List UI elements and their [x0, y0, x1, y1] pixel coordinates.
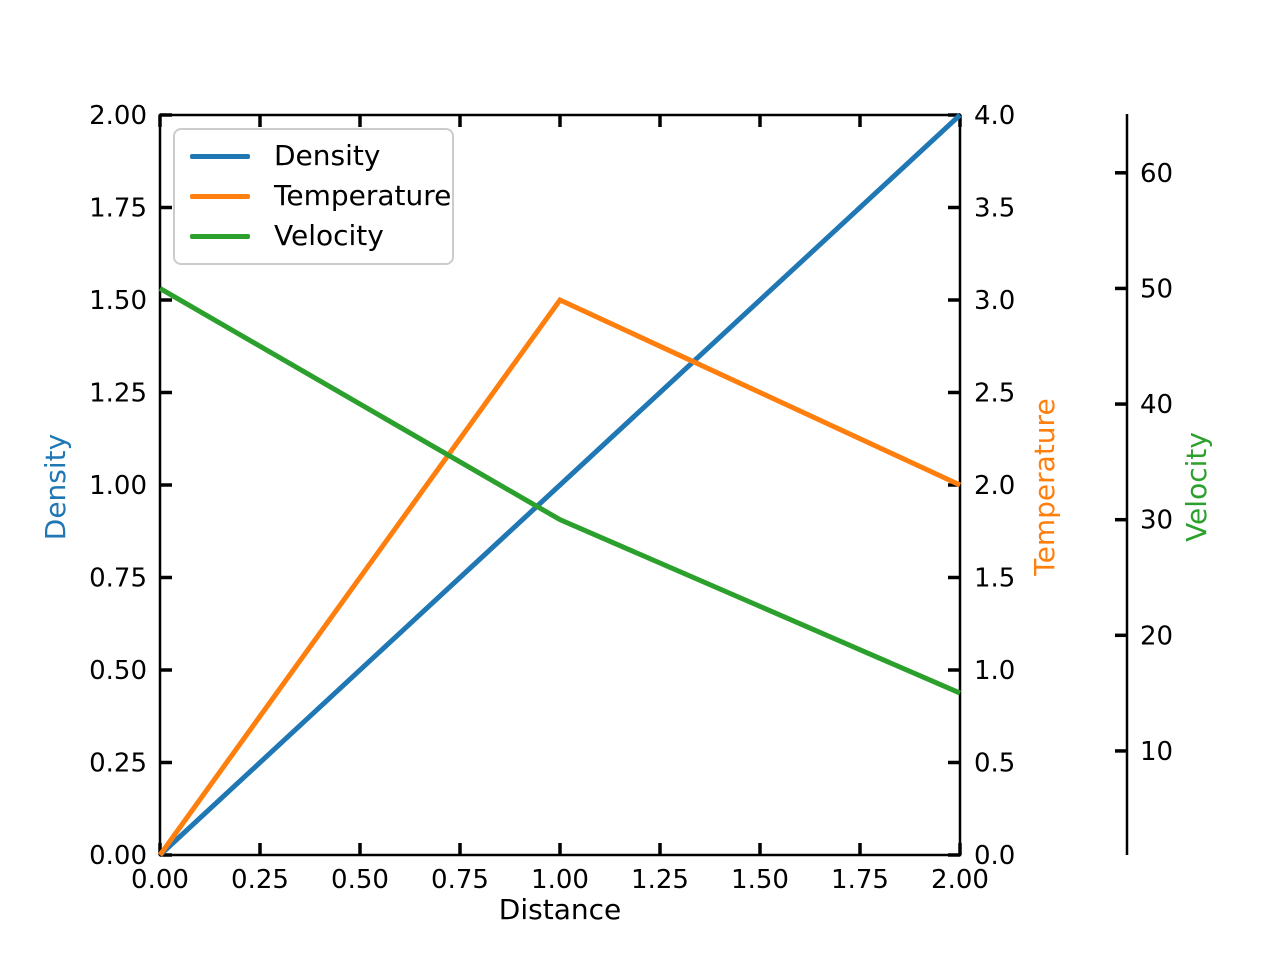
x-tick-label: 0.00	[131, 865, 189, 895]
temperature-tick-label: 0.0	[974, 841, 1015, 871]
velocity-tick-label: 20	[1140, 621, 1173, 651]
temperature-tick-label: 3.5	[974, 194, 1015, 224]
density-tick-label: 1.50	[89, 286, 147, 316]
velocity-tick-label: 60	[1140, 159, 1173, 189]
legend-label-density: Density	[274, 138, 381, 172]
density-tick-label: 0.75	[89, 564, 147, 594]
legend: Density Temperature Velocity	[173, 128, 454, 265]
x-tick-label: 1.00	[531, 865, 589, 895]
x-axis-label: Distance	[498, 893, 622, 926]
x-tick-label: 0.25	[231, 865, 289, 895]
legend-swatch-temperature	[190, 193, 250, 199]
velocity-tick-label: 10	[1140, 737, 1173, 767]
velocity-tick-label: 30	[1140, 506, 1173, 536]
density-tick-label: 0.25	[89, 749, 147, 779]
velocity-line	[158, 286, 961, 696]
x-tick-label: 1.25	[631, 865, 689, 895]
legend-row-temperature: Temperature	[190, 179, 452, 213]
temperature-line	[157, 296, 962, 857]
legend-swatch-density	[190, 153, 250, 159]
density-axis-label: Density	[39, 433, 72, 541]
temperature-tick-label: 2.0	[974, 471, 1015, 501]
legend-row-velocity: Velocity	[190, 221, 452, 252]
x-tick-label: 1.75	[831, 865, 889, 895]
temperature-tick-label: 2.5	[974, 379, 1015, 409]
density-tick-label: 1.75	[89, 194, 147, 224]
velocity-tick-label: 40	[1140, 390, 1173, 420]
density-tick-label: 2.00	[89, 101, 147, 131]
temperature-axis-label: Temperature	[1028, 398, 1061, 576]
density-tick-label: 0.00	[89, 841, 147, 871]
legend-swatch-velocity	[190, 234, 250, 240]
temperature-tick-label: 4.0	[974, 101, 1015, 131]
density-tick-label: 1.00	[89, 471, 147, 501]
temperature-tick-label: 3.0	[974, 286, 1015, 316]
x-tick-label: 1.50	[731, 865, 789, 895]
legend-label-velocity: Velocity	[274, 219, 384, 253]
legend-row-density: Density	[190, 138, 452, 172]
velocity-axis-label: Velocity	[1180, 432, 1213, 542]
density-tick-label: 1.25	[89, 379, 147, 409]
temperature-tick-label: 0.5	[974, 749, 1015, 779]
density-tick-label: 0.50	[89, 656, 147, 686]
x-tick-label: 2.00	[931, 865, 989, 895]
x-tick-label: 0.50	[331, 865, 389, 895]
temperature-tick-label: 1.0	[974, 656, 1015, 686]
x-tick-label: 0.75	[431, 865, 489, 895]
density-line	[158, 113, 962, 857]
velocity-tick-label: 50	[1140, 274, 1173, 304]
legend-label-temperature: Temperature	[274, 179, 452, 213]
temperature-tick-label: 1.5	[974, 564, 1015, 594]
